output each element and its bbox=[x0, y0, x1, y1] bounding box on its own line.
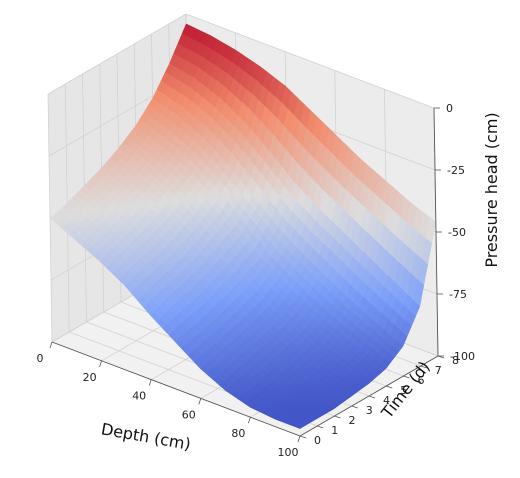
z-tick-label: 0 bbox=[446, 102, 453, 115]
y-tick-label: 2 bbox=[349, 414, 356, 427]
x-tick bbox=[49, 341, 53, 349]
z-tick-label: -25 bbox=[447, 164, 465, 177]
grid-line bbox=[47, 13, 187, 95]
y-tick bbox=[403, 375, 410, 379]
y-tick-label: 8 bbox=[452, 354, 459, 367]
y-tick bbox=[351, 405, 358, 409]
x-tick bbox=[248, 417, 251, 424]
y-tick bbox=[420, 365, 427, 369]
z-tick-label: -50 bbox=[448, 226, 466, 239]
y-tick-label: 4 bbox=[383, 394, 390, 407]
y-tick-label: 3 bbox=[366, 404, 373, 417]
y-tick-label: 5 bbox=[400, 384, 407, 397]
z-tick-label: -75 bbox=[449, 288, 467, 301]
surface-facet bbox=[293, 423, 305, 429]
pressure-surface bbox=[49, 23, 437, 429]
x-tick-label: 20 bbox=[83, 371, 97, 384]
x-tick-label: 100 bbox=[278, 446, 299, 459]
x-tick bbox=[99, 360, 102, 367]
x-tick-label: 40 bbox=[132, 390, 146, 403]
y-tick bbox=[386, 385, 393, 389]
y-tick bbox=[368, 395, 376, 399]
y-tick bbox=[317, 425, 324, 429]
x-tick bbox=[297, 435, 301, 443]
y-tick-label: 0 bbox=[314, 434, 321, 447]
grid-line bbox=[185, 13, 435, 109]
y-tick-label: 1 bbox=[331, 424, 338, 437]
z-axis-title: Pressure head (cm) bbox=[482, 112, 501, 267]
y-tick bbox=[299, 435, 307, 439]
x-tick-label: 80 bbox=[231, 427, 245, 440]
x-tick bbox=[198, 398, 202, 405]
y-tick-label: 7 bbox=[435, 364, 442, 377]
x-tick-label: 0 bbox=[37, 352, 44, 365]
x-tick-label: 60 bbox=[182, 408, 196, 421]
x-tick bbox=[148, 379, 152, 386]
z-tick-label: -100 bbox=[450, 350, 475, 363]
y-tick-label: 6 bbox=[418, 374, 425, 387]
y-tick bbox=[334, 415, 341, 419]
x-axis-title: Depth (cm) bbox=[100, 419, 193, 453]
x-axis-line bbox=[51, 341, 301, 437]
